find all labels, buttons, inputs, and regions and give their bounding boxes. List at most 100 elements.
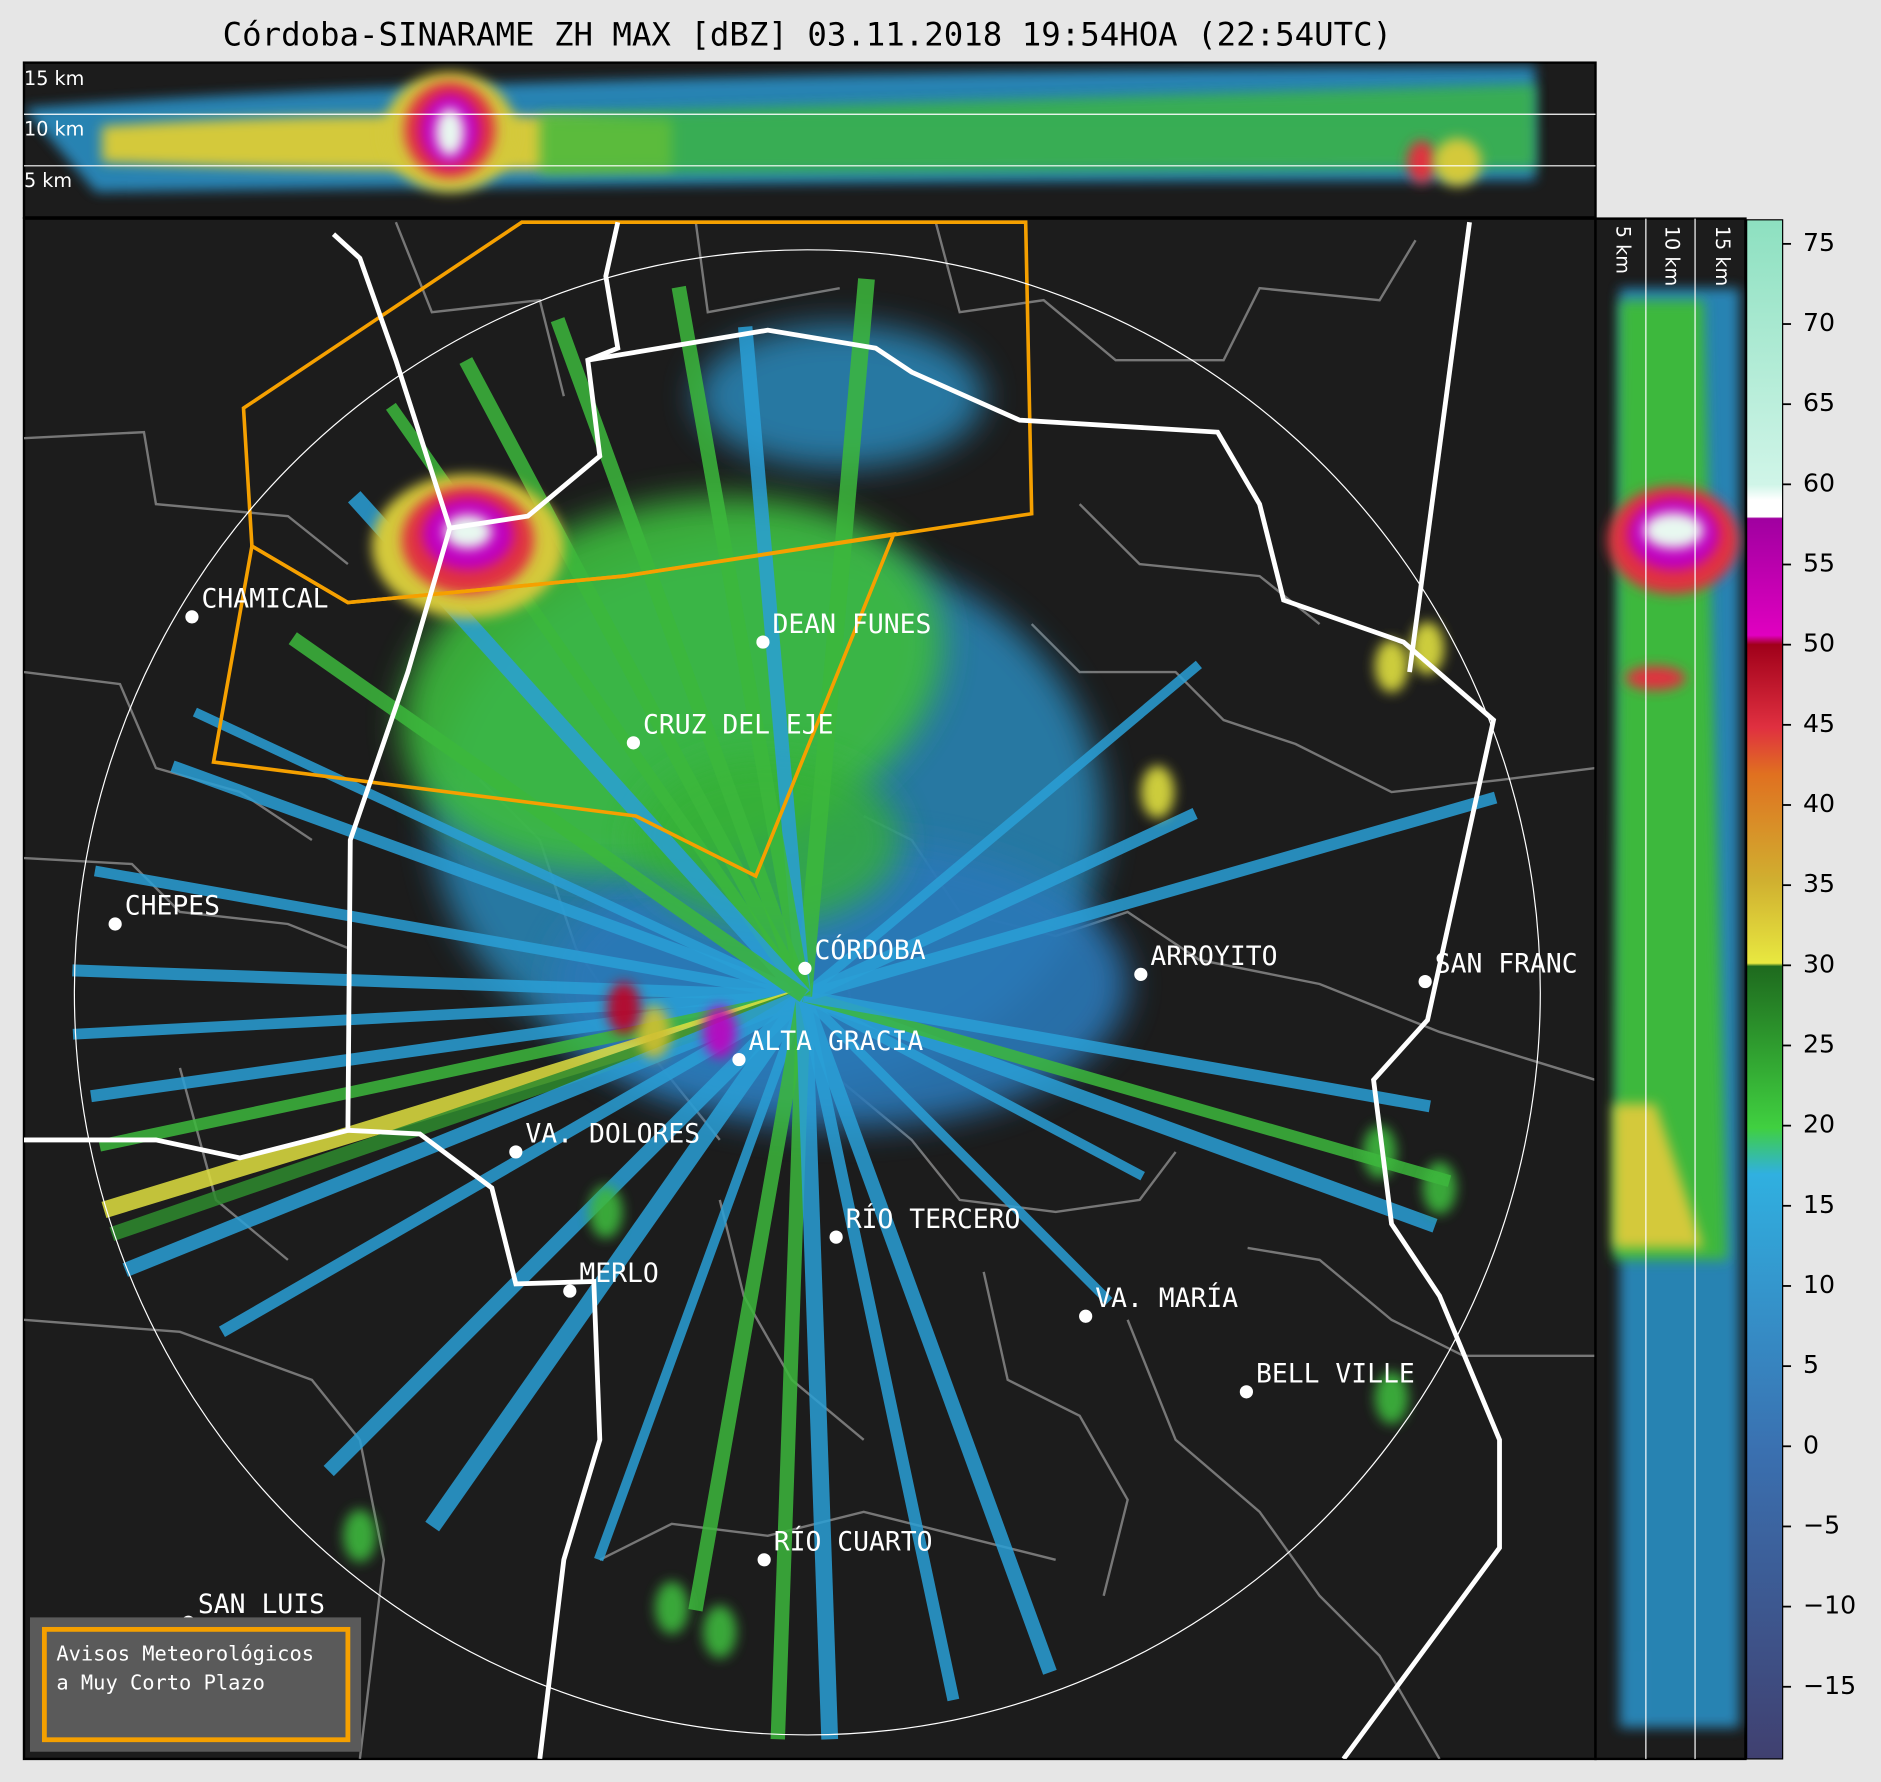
city-marker bbox=[1134, 967, 1148, 981]
city-marker bbox=[1239, 1385, 1254, 1399]
echo-ray bbox=[801, 989, 1438, 1233]
right-section-echoes bbox=[1607, 288, 1740, 1728]
province-border bbox=[1407, 221, 1472, 673]
echo-ray bbox=[98, 990, 805, 1152]
city-label: RÍO TERCERO bbox=[846, 1203, 1021, 1235]
city-marker bbox=[757, 1553, 771, 1567]
echo-ray bbox=[323, 990, 809, 1477]
city-label: ARROYITO bbox=[1150, 942, 1277, 972]
colorbar-tick-label: 65 bbox=[1803, 388, 1835, 417]
colorbar-tick-label: 10 bbox=[1803, 1270, 1835, 1299]
echo-ray bbox=[594, 994, 809, 1562]
warning-box-border bbox=[41, 1626, 351, 1743]
echo-cell bbox=[636, 1005, 671, 1059]
echo-ray bbox=[671, 285, 811, 998]
department-border bbox=[694, 222, 840, 314]
city-label: CRUZ DEL EJE bbox=[643, 711, 834, 741]
echo-ray bbox=[770, 995, 811, 1740]
echo-ray bbox=[72, 964, 804, 1002]
echo-cell bbox=[589, 1185, 623, 1239]
city-label: CHEPES bbox=[125, 892, 220, 922]
city-marker bbox=[108, 917, 122, 931]
echo-ray bbox=[72, 990, 805, 1040]
echo-ray bbox=[288, 632, 808, 1002]
city-label: BELL VILLE bbox=[1256, 1360, 1415, 1390]
colorbar-tick-label: 20 bbox=[1803, 1110, 1835, 1139]
colorbar-tick-label: −15 bbox=[1803, 1671, 1856, 1700]
province-border bbox=[23, 232, 453, 1161]
echo-ray bbox=[93, 865, 805, 1002]
range-ring bbox=[73, 249, 1541, 1736]
echo-ray bbox=[802, 791, 1498, 1002]
height-label: 5 km bbox=[24, 169, 72, 192]
map-layers: CHAMICAL DEAN FUNES CRUZ DEL EJE CHEPES CÓRD… bbox=[23, 220, 1596, 1759]
department-border bbox=[982, 1271, 1129, 1597]
section-echo bbox=[1613, 1103, 1704, 1248]
echo-ray bbox=[802, 990, 1452, 1187]
echo-ray bbox=[425, 991, 811, 1532]
city-marker bbox=[563, 1284, 577, 1298]
colorbar-tick-label: 25 bbox=[1803, 1029, 1835, 1058]
city-marker bbox=[756, 635, 770, 649]
echo-ray bbox=[796, 993, 1057, 1675]
colorbar-tick-label: −5 bbox=[1803, 1510, 1840, 1539]
warning-box bbox=[29, 1617, 362, 1752]
echo-ray bbox=[192, 707, 806, 1001]
department-border bbox=[23, 430, 349, 566]
department-border bbox=[1247, 1246, 1596, 1358]
echo-cell bbox=[1374, 639, 1409, 693]
section-storm bbox=[1407, 140, 1436, 184]
echo-ray bbox=[801, 991, 1145, 1181]
city-label: CHAMICAL bbox=[202, 585, 329, 615]
echo-ray bbox=[795, 995, 839, 1740]
echo-cell bbox=[1362, 1125, 1397, 1179]
colorbar bbox=[1746, 219, 1784, 1760]
colorbar-tick-label: 5 bbox=[1803, 1350, 1819, 1379]
colorbar-tick-label: 40 bbox=[1803, 789, 1835, 818]
echo-cell bbox=[654, 1581, 689, 1635]
echo-cell bbox=[702, 1005, 737, 1059]
echo-cell bbox=[1140, 765, 1175, 819]
echo-ray bbox=[122, 989, 807, 1277]
city-label: CÓRDOBA bbox=[815, 934, 926, 966]
echo-ray bbox=[802, 990, 1431, 1113]
warning-text: a Muy Corto Plazo bbox=[56, 1670, 265, 1694]
echo-cell bbox=[1422, 1161, 1457, 1215]
height-label: 15 km bbox=[24, 67, 84, 90]
department-border bbox=[23, 670, 313, 842]
city-label: VA. MARÍA bbox=[1095, 1282, 1238, 1314]
colorbar-tick-label: 30 bbox=[1803, 949, 1835, 978]
section-storm bbox=[435, 108, 465, 157]
echo-ray bbox=[795, 278, 875, 997]
colorbar-tick-label: 70 bbox=[1803, 308, 1835, 337]
echo-ray bbox=[797, 994, 960, 1702]
department-border bbox=[394, 221, 565, 397]
height-label: 15 km bbox=[1711, 226, 1734, 286]
city-label: SAN FRANC bbox=[1435, 949, 1578, 979]
echo-ray bbox=[218, 990, 807, 1338]
echo-cell bbox=[1410, 621, 1445, 675]
echo-ray bbox=[170, 760, 806, 1002]
echo-ray bbox=[738, 326, 811, 997]
height-label: 5 km bbox=[1611, 226, 1634, 274]
city-label: DEAN FUNES bbox=[773, 610, 932, 640]
colorbar-tick-label: 35 bbox=[1803, 869, 1835, 898]
colorbar-tick-label: 0 bbox=[1803, 1430, 1819, 1459]
echo-ray bbox=[801, 808, 1198, 1002]
city-label: ALTA GRACIA bbox=[749, 1027, 924, 1057]
echo-area bbox=[695, 324, 984, 469]
echo-ray bbox=[800, 992, 1113, 1305]
section-storm bbox=[1643, 512, 1704, 549]
city-marker bbox=[185, 610, 199, 624]
echo-cell bbox=[607, 981, 641, 1035]
echo-ray bbox=[688, 994, 811, 1612]
colorbar-tick-label: −10 bbox=[1803, 1591, 1856, 1620]
colorbar-tick-label: 45 bbox=[1803, 709, 1835, 738]
city-label: MERLO bbox=[579, 1259, 658, 1289]
city-label: SAN LUIS bbox=[198, 1590, 325, 1620]
department-border bbox=[718, 1199, 865, 1441]
warning-text: Avisos Meteorológicos bbox=[56, 1642, 314, 1666]
province-border bbox=[587, 327, 1502, 1759]
height-label: 10 km bbox=[24, 117, 84, 140]
